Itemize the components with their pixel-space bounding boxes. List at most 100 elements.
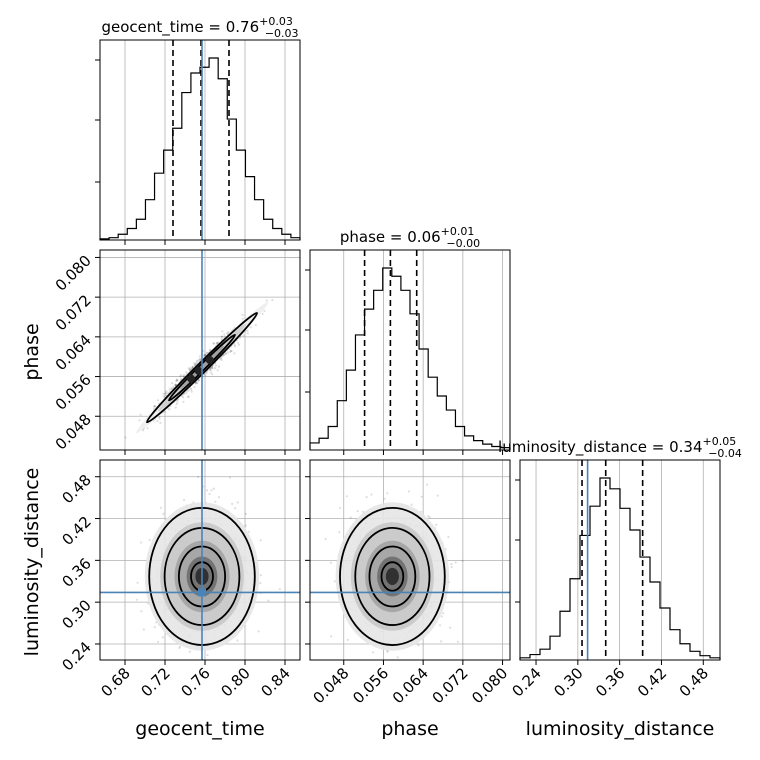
- sample-point: [236, 501, 239, 504]
- y-tick-label: 0.36: [58, 554, 94, 590]
- sample-point: [442, 612, 445, 615]
- sample-point: [193, 364, 196, 367]
- sample-point: [142, 628, 145, 631]
- sample-point: [156, 420, 159, 423]
- sample-point: [257, 630, 260, 633]
- sample-point: [233, 345, 236, 348]
- sample-point: [139, 413, 142, 416]
- sample-point: [208, 348, 211, 351]
- sample-point: [211, 367, 214, 370]
- sample-point: [124, 436, 127, 439]
- sample-point: [450, 566, 453, 569]
- title-plus: +0.03: [259, 15, 293, 28]
- x-axis-label-phase: phase: [381, 718, 438, 740]
- sample-point: [436, 494, 439, 497]
- sample-point: [372, 651, 375, 654]
- sample-point: [450, 563, 453, 566]
- sample-point: [216, 369, 219, 372]
- contour-line: [368, 545, 417, 608]
- x-tick-label: 0.72: [137, 664, 173, 700]
- x-tick-label: 0.76: [177, 664, 213, 700]
- sample-point: [237, 341, 240, 344]
- x-tick-label: 0.056: [349, 664, 392, 707]
- title-plus: +0.01: [441, 225, 475, 238]
- sample-point: [346, 638, 349, 642]
- sample-point: [259, 539, 262, 542]
- density-peak: [187, 374, 195, 383]
- sample-point: [224, 352, 228, 355]
- sample-point: [174, 383, 177, 386]
- x-tick-label: 0.048: [309, 664, 352, 707]
- title-plus: +0.05: [703, 435, 737, 448]
- sample-point: [385, 666, 387, 668]
- sample-point: [212, 342, 215, 345]
- sample-point: [170, 388, 173, 391]
- sample-point: [241, 317, 244, 320]
- sample-point: [195, 382, 198, 385]
- sample-point: [220, 356, 223, 359]
- sample-point: [339, 506, 342, 510]
- sample-point: [204, 353, 207, 356]
- sample-point: [194, 364, 197, 367]
- sample-point: [249, 326, 252, 329]
- sample-point: [176, 401, 179, 404]
- x-tick-label: 0.080: [468, 664, 511, 707]
- title-minus: −0.04: [708, 447, 742, 460]
- sample-point: [365, 496, 368, 499]
- sample-point: [189, 387, 192, 390]
- title-phase: phase = 0.06+0.01 −0.00: [340, 225, 480, 250]
- sample-point: [194, 382, 197, 385]
- sample-point: [196, 381, 199, 384]
- title-minus: −0.00: [446, 237, 480, 250]
- sample-point: [349, 516, 352, 519]
- sample-point: [193, 362, 196, 365]
- histogram-phase: [309, 267, 511, 450]
- sample-point: [383, 497, 386, 500]
- sample-point: [324, 537, 327, 541]
- sample-point: [189, 368, 192, 371]
- sample-point: [417, 644, 420, 647]
- sample-point: [187, 389, 190, 392]
- sample-point: [170, 387, 173, 390]
- histogram-geocent_time: [99, 57, 301, 240]
- sample-point: [233, 352, 236, 355]
- sample-point: [162, 512, 165, 516]
- sample-point: [197, 379, 200, 382]
- panels-layer: 0.24 0.30 0.36 0.42 0.480.0480.0560.0640.072…: [52, 15, 742, 707]
- sample-point: [329, 561, 332, 564]
- y-tick-label: 0.080: [52, 252, 95, 295]
- sample-point: [426, 483, 429, 486]
- sample-point: [265, 299, 268, 302]
- sample-point: [190, 388, 193, 391]
- sample-point: [178, 646, 181, 650]
- sample-point: [217, 341, 220, 344]
- sample-point: [185, 392, 188, 395]
- sample-point: [199, 358, 202, 361]
- sample-point: [356, 510, 359, 513]
- x-tick-label: 0.84: [257, 664, 293, 700]
- sample-point: [229, 349, 232, 352]
- sample-point: [206, 352, 209, 355]
- sample-point: [227, 330, 230, 334]
- sample-point: [435, 523, 438, 527]
- sample-point: [330, 635, 333, 638]
- sample-point: [208, 368, 211, 371]
- sample-point: [333, 580, 336, 583]
- sample-point: [209, 371, 212, 374]
- y-tick-label: 0.30: [58, 596, 94, 632]
- sample-point: [236, 639, 239, 642]
- density-peak: [194, 366, 203, 375]
- sample-point: [148, 539, 151, 542]
- sample-point: [182, 400, 185, 403]
- sample-point: [386, 492, 389, 495]
- sample-point: [140, 541, 143, 544]
- sample-point: [182, 498, 186, 501]
- sample-point: [440, 615, 443, 618]
- sample-point: [229, 350, 232, 353]
- sample-point: [158, 415, 161, 419]
- sample-point: [162, 395, 165, 398]
- sample-point: [206, 653, 209, 657]
- sample-point: [221, 330, 224, 333]
- truth-marker: [198, 588, 206, 597]
